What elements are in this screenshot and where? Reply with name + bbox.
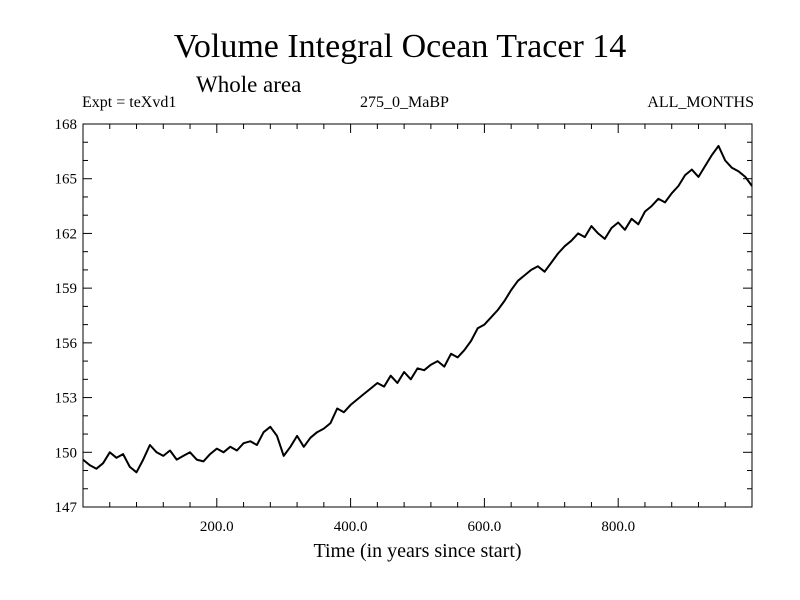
x-tick-label: 600.0 — [468, 519, 502, 535]
x-axis-title: Time (in years since start) — [313, 540, 521, 562]
y-tick-label: 168 — [55, 117, 78, 133]
y-tick-label: 159 — [55, 281, 78, 297]
plot-frame — [82, 123, 753, 508]
y-tick-label: 162 — [55, 226, 78, 242]
chart-title: Volume Integral Ocean Tracer 14 — [173, 28, 627, 65]
experiment-label: Expt = teXvd1 — [82, 94, 177, 111]
axis-ticks — [83, 124, 752, 507]
y-tick-label: 153 — [55, 391, 78, 407]
y-tick-labels: 147 150 153 156 159 162 165 168 — [55, 117, 78, 516]
x-tick-label: 400.0 — [334, 519, 368, 535]
chart-subtitle: Whole area — [196, 72, 302, 97]
x-tick-labels: 200.0 400.0 600.0 800.0 — [200, 519, 635, 535]
x-tick-label: 800.0 — [601, 519, 635, 535]
y-tick-label: 150 — [55, 445, 78, 461]
y-tick-label: 147 — [55, 500, 78, 516]
y-tick-label: 165 — [55, 172, 78, 188]
x-tick-label: 200.0 — [200, 519, 234, 535]
period-label: 275_0_MaBP — [360, 94, 449, 111]
y-tick-label: 156 — [55, 336, 78, 352]
series-line — [82, 144, 753, 474]
months-label: ALL_MONTHS — [647, 94, 754, 111]
